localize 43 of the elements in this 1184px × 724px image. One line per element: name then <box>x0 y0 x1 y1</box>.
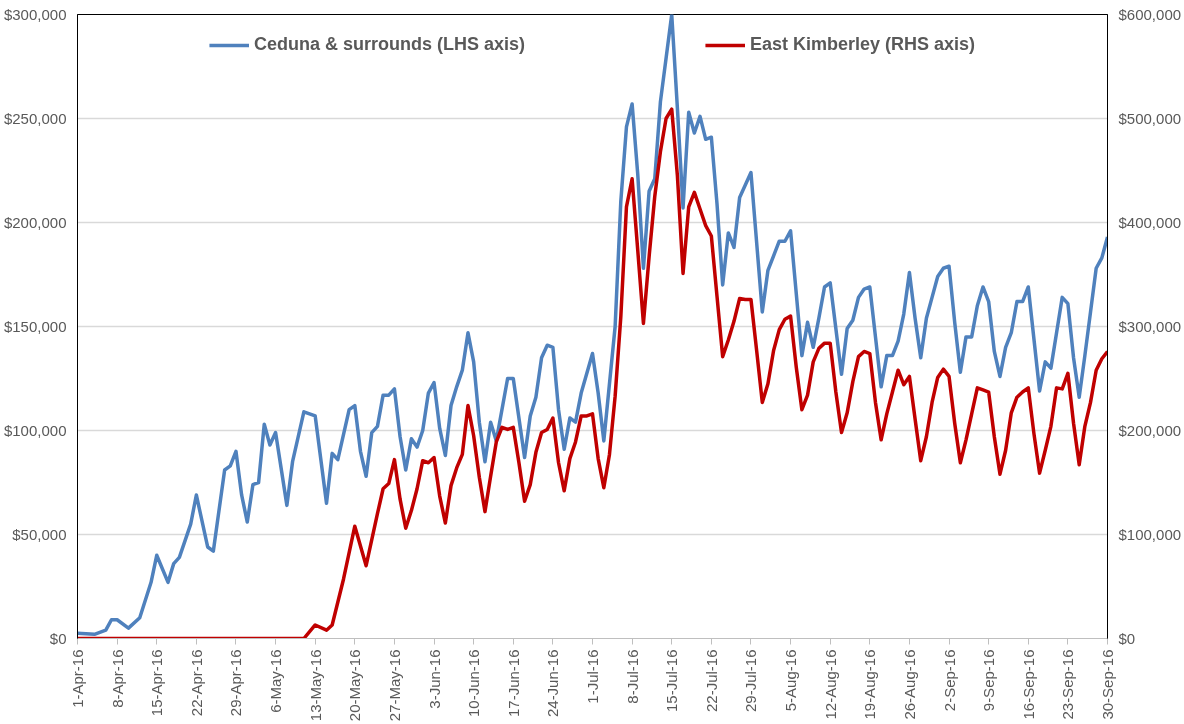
y-tick-label: $250,000 <box>3 110 67 127</box>
x-tick-label: 19-Aug-16 <box>861 649 879 720</box>
y2-tick-label: $500,000 <box>1118 110 1182 127</box>
y2-tick-label: $100,000 <box>1118 526 1182 543</box>
x-tick-label: 29-Jul-16 <box>742 649 760 713</box>
x-tick-label: 15-Apr-16 <box>148 649 166 717</box>
x-tick-label: 16-Sep-16 <box>1019 649 1037 720</box>
x-tick-label: 1-Apr-16 <box>69 649 86 708</box>
x-tick-label: 13-May-16 <box>306 649 324 722</box>
x-tick-label: 20-May-16 <box>346 649 364 722</box>
x-tick-label: 26-Aug-16 <box>900 649 918 720</box>
y2-tick-label: $0 <box>1118 630 1136 647</box>
y-tick-label: $50,000 <box>12 526 67 543</box>
x-tick-label: 27-May-16 <box>385 649 403 722</box>
x-tick-label: 8-Apr-16 <box>108 649 126 708</box>
x-tick-label: 12-Aug-16 <box>821 649 839 720</box>
x-tick-label: 10-Jun-16 <box>465 649 483 718</box>
x-tick-label: 30-Sep-16 <box>1099 649 1116 720</box>
y-tick-label: $200,000 <box>3 214 67 231</box>
x-tick-label: 17-Jun-16 <box>504 649 522 718</box>
x-tick-label: 8-Jul-16 <box>623 649 641 704</box>
legend-label: Ceduna & surrounds (LHS axis) <box>253 34 525 55</box>
y2-tick-label: $600,000 <box>1118 6 1182 23</box>
y-tick-label: $300,000 <box>3 6 67 23</box>
y-tick-label: $100,000 <box>3 422 67 439</box>
x-tick-label: 23-Sep-16 <box>1059 649 1077 720</box>
x-tick-label: 15-Jul-16 <box>663 649 681 713</box>
x-tick-label: 3-Jun-16 <box>425 649 443 709</box>
x-tick-label: 6-May-16 <box>267 649 285 713</box>
x-tick-label: 29-Apr-16 <box>227 649 245 717</box>
x-tick-label: 1-Jul-16 <box>584 649 601 704</box>
x-tick-label: 22-Apr-16 <box>187 649 205 717</box>
x-tick-label: 2-Sep-16 <box>940 649 958 712</box>
y2-tick-label: $200,000 <box>1118 422 1182 439</box>
y-tick-label: $150,000 <box>3 318 67 335</box>
y2-tick-label: $400,000 <box>1118 214 1182 231</box>
legend-label: East Kimberley (RHS axis) <box>749 34 976 55</box>
y2-tick-label: $300,000 <box>1118 318 1182 335</box>
y-tick-label: $0 <box>49 630 67 647</box>
x-tick-label: 9-Sep-16 <box>980 649 998 712</box>
x-tick-label: 5-Aug-16 <box>782 649 800 712</box>
x-tick-label: 22-Jul-16 <box>702 649 720 713</box>
x-tick-label: 24-Jun-16 <box>544 649 562 718</box>
